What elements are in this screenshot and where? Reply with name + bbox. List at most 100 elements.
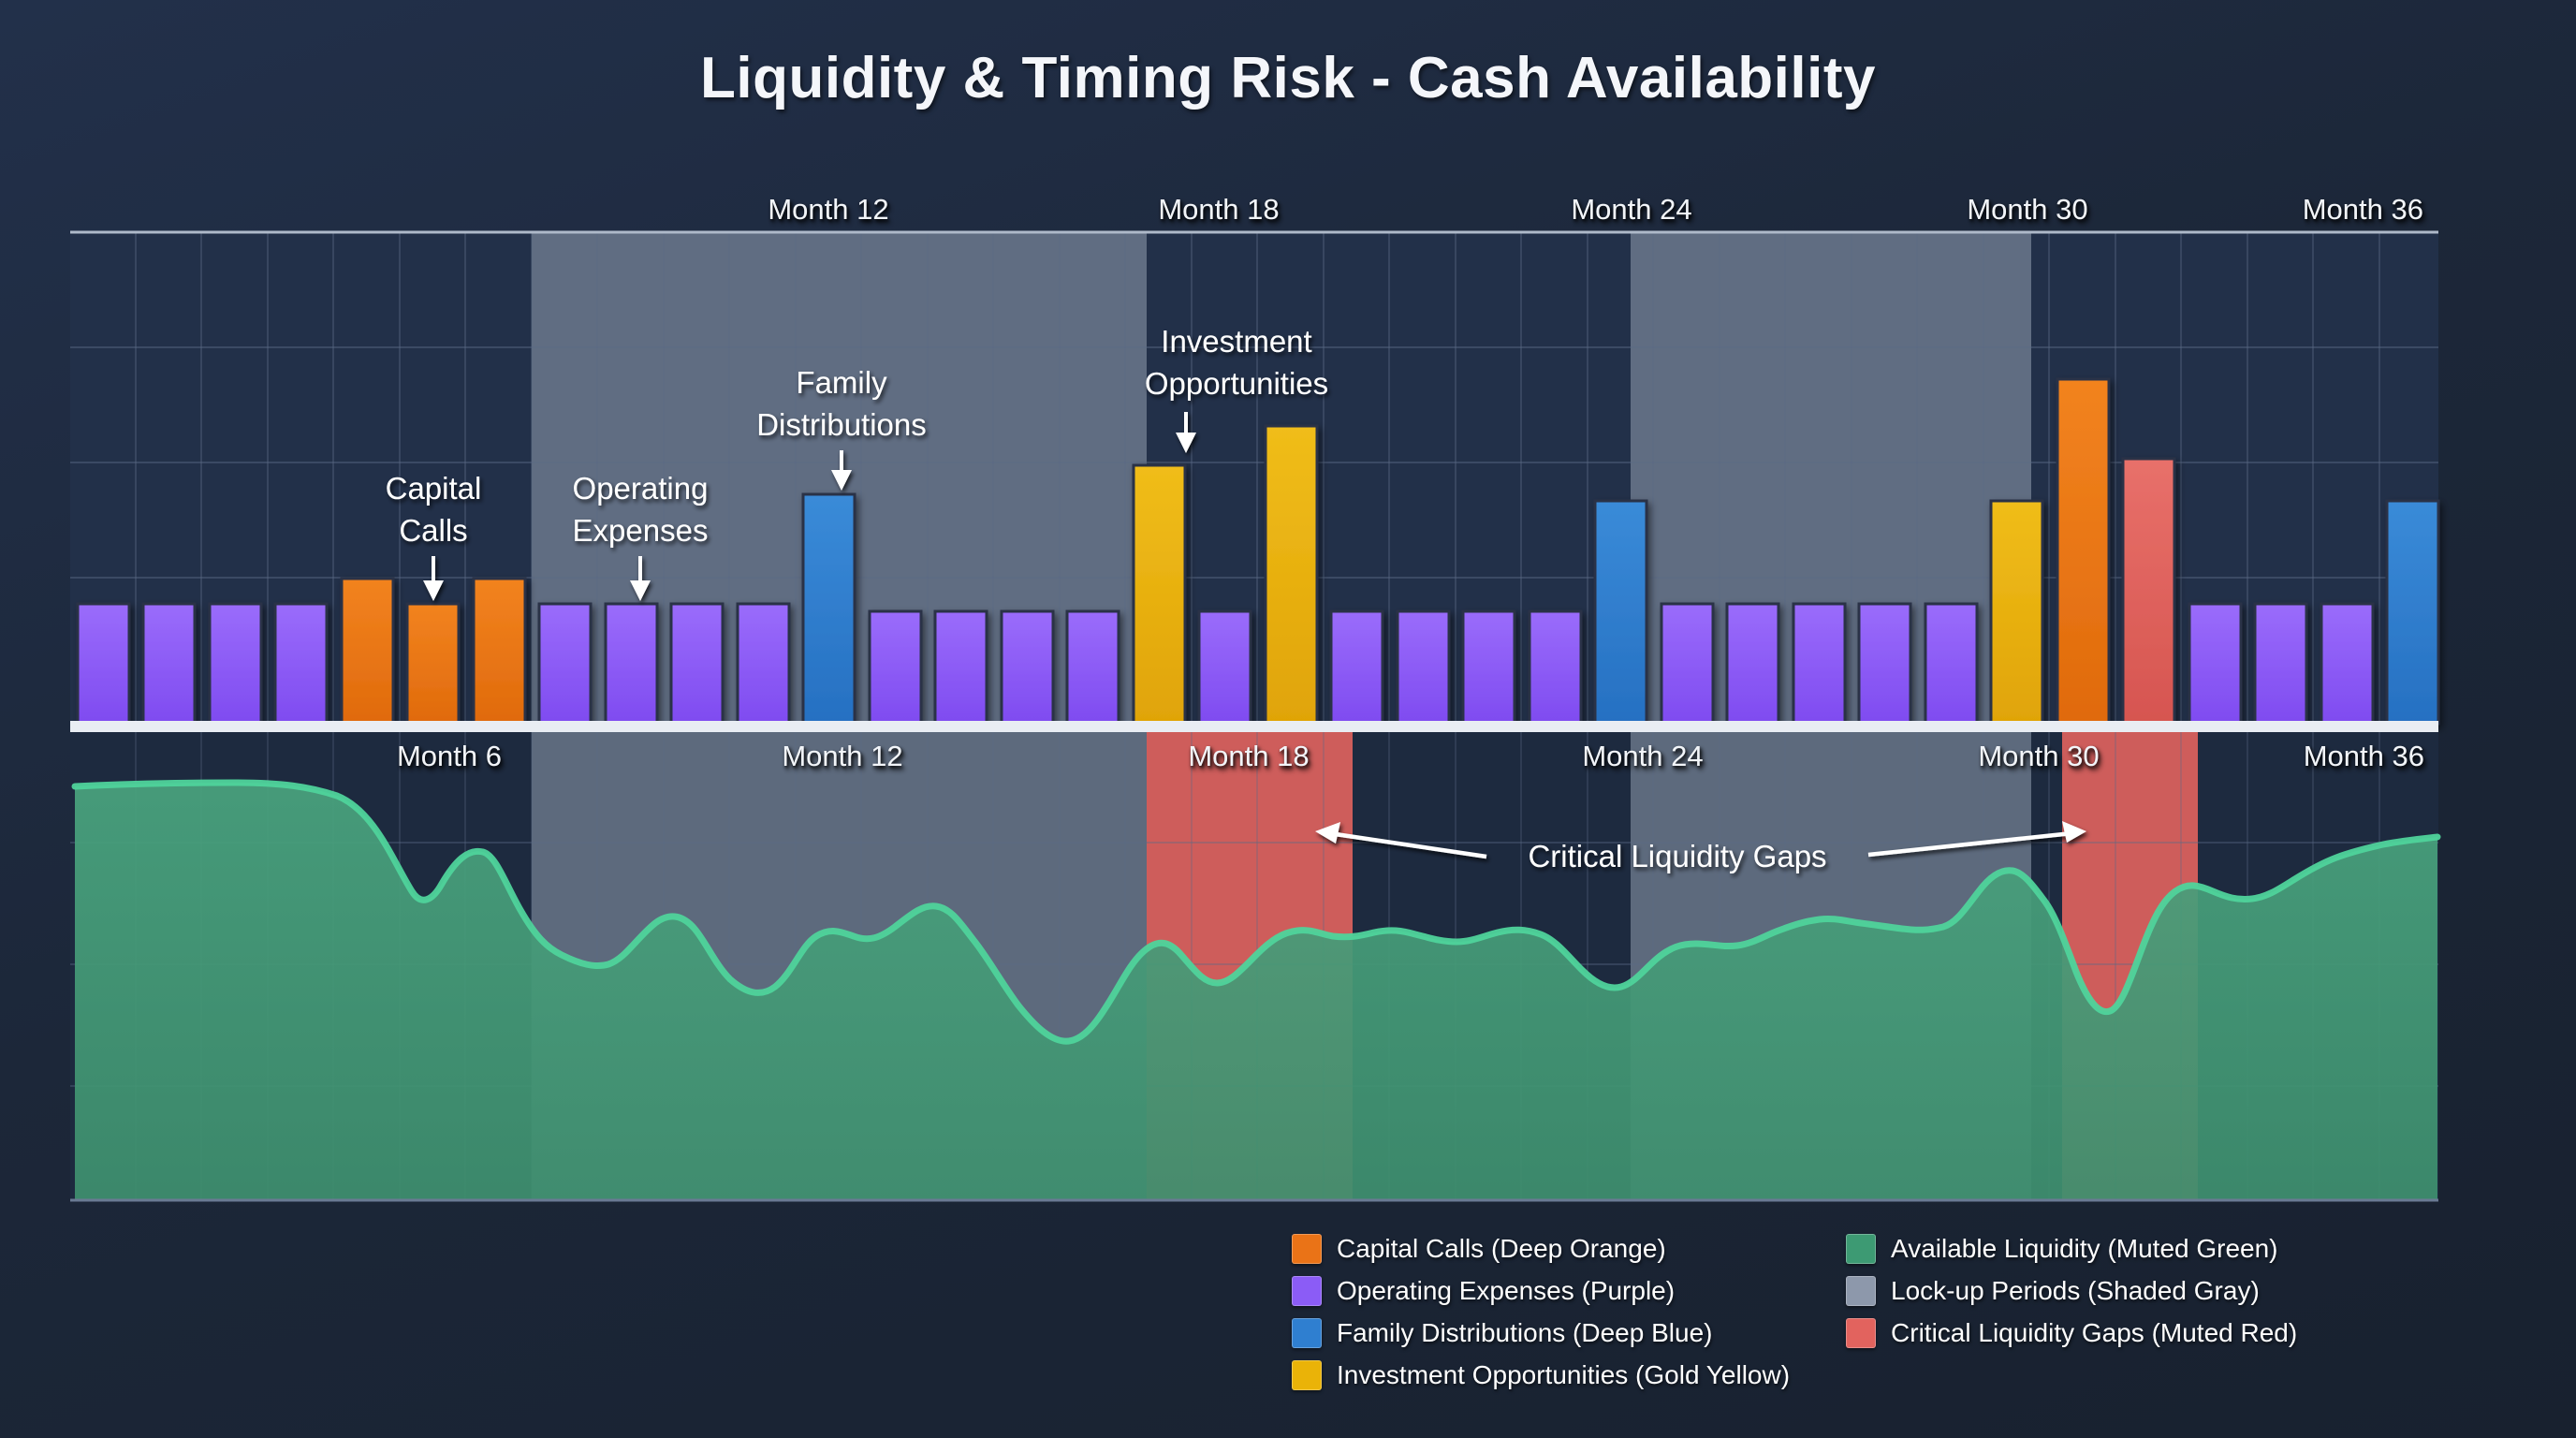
bar-month-7[interactable]	[472, 577, 527, 726]
annotation-operating-expenses-line1: Operating	[573, 471, 709, 506]
bar-month-19[interactable]	[1264, 424, 1319, 726]
legend-label-critical-gaps: Critical Liquidity Gaps (Muted Red)	[1891, 1318, 2298, 1347]
bar-month-6[interactable]	[405, 602, 461, 726]
bar-month-20[interactable]	[1329, 609, 1384, 726]
bar-month-4[interactable]	[273, 602, 329, 726]
mid-axis-bar	[70, 721, 2438, 732]
top-tick-label-2: Month 24	[1571, 193, 1691, 226]
bar-month-27[interactable]	[1792, 602, 1847, 726]
operating-expenses-arrow-head	[630, 580, 651, 601]
bar-month-21[interactable]	[1396, 609, 1451, 726]
mid-tick-label-5: Month 36	[2304, 740, 2424, 772]
annotation-family-distributions-line2: Distributions	[756, 407, 927, 442]
bar-month-25[interactable]	[1660, 602, 1715, 726]
legend-item-critical-gaps[interactable]: Critical Liquidity Gaps (Muted Red)	[1846, 1318, 2297, 1348]
bar-month-13[interactable]	[868, 609, 923, 726]
gaps-arrow-line-right	[1867, 830, 2073, 858]
bar-month-17[interactable]	[1132, 463, 1187, 726]
family-distributions-arrow-head	[831, 470, 852, 491]
mid-tick-label-4: Month 30	[1978, 740, 2099, 772]
bar-month-18[interactable]	[1197, 609, 1252, 726]
gaps-arrow-head-right	[2062, 821, 2086, 843]
bar-month-1[interactable]	[76, 602, 131, 726]
top-tick-label-3: Month 30	[1967, 193, 2087, 226]
bar-month-29[interactable]	[1924, 602, 1979, 726]
top-tick-label-1: Month 18	[1158, 193, 1279, 226]
legend-column-left: Capital Calls (Deep Orange) Operating Ex…	[1292, 1234, 1790, 1390]
top-tick-label-0: Month 12	[768, 193, 888, 226]
bar-month-5[interactable]	[340, 577, 395, 726]
bar-month-24[interactable]	[1593, 499, 1648, 726]
bar-month-11[interactable]	[736, 602, 791, 726]
legend-label-capital-calls: Capital Calls (Deep Orange)	[1337, 1234, 1666, 1263]
legend-item-operating-expenses[interactable]: Operating Expenses (Purple)	[1292, 1276, 1790, 1306]
bar-month-23[interactable]	[1528, 609, 1583, 726]
mid-tick-label-1: Month 12	[782, 740, 902, 772]
bar-month-32[interactable]	[2121, 457, 2176, 726]
bar-annotations: Capital Calls Operating Expenses Family …	[386, 324, 1328, 601]
bar-panel	[70, 230, 2440, 728]
bar-month-31[interactable]	[2056, 377, 2111, 726]
gaps-arrow-line-left	[1328, 830, 1487, 859]
legend-column-right: Available Liquidity (Muted Green) Lock-u…	[1846, 1234, 2297, 1390]
legend-item-family-distributions[interactable]: Family Distributions (Deep Blue)	[1292, 1318, 1790, 1348]
legend-label-available-liquidity: Available Liquidity (Muted Green)	[1891, 1234, 2278, 1263]
gaps-arrow-head-left	[1315, 822, 1340, 844]
bar-month-12[interactable]	[801, 492, 856, 726]
legend-label-lockup-periods: Lock-up Periods (Shaded Gray)	[1891, 1276, 2260, 1305]
legend-item-capital-calls[interactable]: Capital Calls (Deep Orange)	[1292, 1234, 1790, 1264]
top-tick-label-4: Month 36	[2303, 193, 2423, 226]
available-liquidity-line	[71, 779, 2441, 1045]
critical-liquidity-gaps-annotation: Critical Liquidity Gaps	[1315, 821, 2086, 873]
bar-month-2[interactable]	[141, 602, 197, 726]
legend-swatch-lockup-periods	[1846, 1276, 1877, 1306]
legend-label-operating-expenses: Operating Expenses (Purple)	[1337, 1276, 1676, 1305]
bar-month-16[interactable]	[1065, 609, 1120, 726]
annotation-capital-calls-line2: Calls	[399, 513, 467, 548]
bar-month-8[interactable]	[537, 602, 593, 726]
annotation-critical-liquidity-gaps: Critical Liquidity Gaps	[1528, 839, 1826, 873]
annotation-operating-expenses-line2: Expenses	[573, 513, 709, 548]
bar-month-33[interactable]	[2188, 602, 2243, 726]
bar-month-3[interactable]	[208, 602, 263, 726]
chart-legend: Capital Calls (Deep Orange) Operating Ex…	[1292, 1234, 2546, 1390]
legend-item-lockup-periods[interactable]: Lock-up Periods (Shaded Gray)	[1846, 1276, 2297, 1306]
mid-tick-label-0: Month 6	[397, 740, 502, 772]
annotation-investment-opportunities-line1: Investment	[1161, 324, 1311, 359]
area-panel	[70, 732, 2441, 1202]
top-axis-labels: Month 12 Month 18 Month 24 Month 30 Mont…	[768, 193, 2423, 226]
annotation-investment-opportunities-line2: Opportunities	[1145, 366, 1328, 401]
bar-month-15[interactable]	[1000, 609, 1055, 726]
bar-month-34[interactable]	[2253, 602, 2308, 726]
mid-tick-label-2: Month 18	[1188, 740, 1309, 772]
bar-month-30[interactable]	[1989, 499, 2044, 726]
bar-month-28[interactable]	[1857, 602, 1912, 726]
bar-month-10[interactable]	[669, 602, 724, 726]
bar-series	[76, 377, 2440, 726]
available-liquidity-area[interactable]	[75, 783, 2437, 1200]
legend-item-available-liquidity[interactable]: Available Liquidity (Muted Green)	[1846, 1234, 2297, 1264]
bar-month-9[interactable]	[604, 602, 659, 726]
page-title: Liquidity & Timing Risk - Cash Availabil…	[700, 46, 1876, 110]
mid-tick-label-3: Month 24	[1582, 740, 1703, 772]
annotation-family-distributions-line1: Family	[796, 365, 887, 400]
legend-label-family-distributions: Family Distributions (Deep Blue)	[1337, 1318, 1713, 1347]
legend-label-investment-opportunities: Investment Opportunities (Gold Yellow)	[1337, 1360, 1791, 1389]
bar-month-14[interactable]	[933, 609, 988, 726]
legend-swatch-available-liquidity	[1846, 1234, 1877, 1264]
legend-item-investment-opportunities[interactable]: Investment Opportunities (Gold Yellow)	[1292, 1360, 1790, 1390]
legend-swatch-critical-gaps	[1846, 1318, 1877, 1348]
bar-month-22[interactable]	[1461, 609, 1516, 726]
legend-swatch-investment-opportunities	[1292, 1360, 1322, 1390]
legend-swatch-operating-expenses	[1292, 1276, 1322, 1306]
bar-panel-gridlines-v	[135, 232, 2380, 728]
annotation-capital-calls-line1: Capital	[386, 471, 482, 506]
bar-month-36[interactable]	[2385, 499, 2440, 726]
bar-month-26[interactable]	[1725, 602, 1780, 726]
capital-calls-arrow-head	[423, 580, 444, 601]
mid-axis-labels: Month 6 Month 12 Month 18 Month 24 Month…	[397, 740, 2424, 772]
investment-opportunities-arrow-head	[1176, 433, 1196, 453]
bar-month-35[interactable]	[2320, 602, 2375, 726]
